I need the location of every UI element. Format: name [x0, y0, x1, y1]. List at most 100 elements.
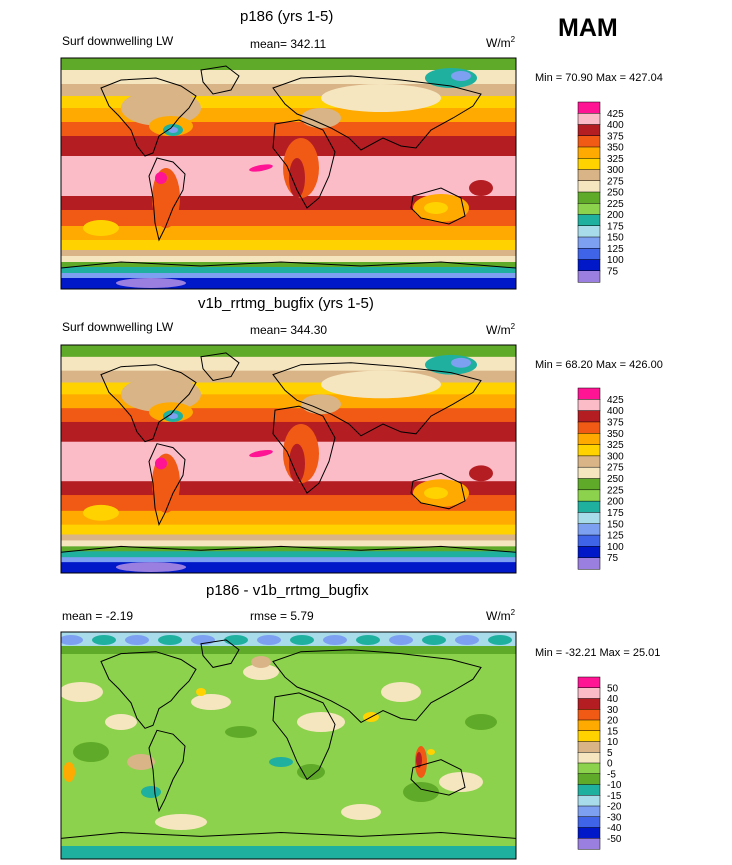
field-patch — [92, 635, 116, 645]
field-patch — [63, 762, 75, 782]
colorbar-box — [577, 146, 601, 159]
lat-band — [61, 524, 516, 536]
lat-band — [61, 356, 516, 372]
field-patch — [73, 742, 109, 762]
field-patch — [168, 127, 178, 133]
panel-2-mean: mean= 344.30 — [250, 323, 328, 337]
coastline — [272, 692, 336, 781]
map-frame — [60, 57, 517, 290]
field-patch — [155, 457, 167, 470]
colorbar-tick-label: 250 — [607, 474, 624, 485]
field-patch — [381, 682, 421, 702]
field-patch — [257, 635, 281, 645]
coastline — [148, 157, 186, 242]
field-patch — [424, 202, 448, 214]
panel-2-units: W/m2 — [486, 322, 516, 337]
colorbar-tick-label: -15 — [607, 791, 622, 802]
colorbar-tick-label: 300 — [607, 165, 624, 176]
colorbar-tick-label: 75 — [607, 553, 619, 564]
lat-band — [61, 256, 516, 263]
coastline — [272, 649, 482, 724]
colorbar-tick-label: 250 — [607, 188, 624, 199]
colorbar-box — [577, 191, 601, 204]
colorbar-box — [577, 124, 601, 137]
field-max — [249, 164, 273, 172]
lat-band — [61, 262, 516, 268]
lat-band — [61, 546, 516, 552]
lat-band — [61, 510, 516, 526]
field-patch — [105, 714, 137, 730]
field-patch — [488, 635, 512, 645]
colorbar-box — [577, 752, 601, 764]
colorbar-box — [577, 500, 601, 513]
colorbar-box — [577, 259, 601, 272]
coastline — [100, 77, 197, 157]
field-patch — [141, 786, 161, 798]
coastline — [200, 352, 240, 382]
lat-band — [61, 551, 516, 558]
colorbar-box — [577, 466, 601, 480]
colorbar-tick-label: 150 — [607, 519, 624, 530]
colorbar-box — [577, 698, 601, 710]
colorbar-tick-label: -20 — [607, 802, 622, 813]
colorbar-box — [577, 489, 601, 502]
coastline — [410, 187, 466, 225]
colorbar-tick-label: 50 — [607, 683, 619, 694]
field-patch — [196, 688, 206, 696]
colorbar-tick-label: 275 — [607, 463, 624, 474]
panel-2-minmax: Min = 68.20 Max = 426.00 — [535, 359, 663, 371]
colorbar-tick-label: 175 — [607, 221, 624, 232]
colorbar-box — [577, 827, 601, 839]
colorbar-box — [577, 838, 601, 850]
coastline — [410, 472, 466, 510]
coastline — [272, 75, 482, 151]
field-patch — [116, 562, 186, 573]
colorbar-tick-label: 425 — [607, 395, 624, 406]
field-patch — [83, 220, 119, 236]
colorbar-box — [577, 236, 601, 249]
colorbar-box — [577, 387, 601, 400]
colorbar-tick-label: 10 — [607, 737, 619, 748]
panel-1-units: W/m2 — [486, 35, 516, 50]
colorbar-box — [577, 741, 601, 753]
field-patch — [422, 635, 446, 645]
colorbar-box — [577, 421, 601, 434]
panel-1-mean: mean= 342.11 — [250, 37, 327, 51]
colorbar-tick-label: 30 — [607, 705, 619, 716]
colorbar-box — [577, 676, 601, 689]
colorbar-box — [577, 709, 601, 721]
colorbar-tick-label: 125 — [607, 244, 624, 255]
field-patch — [125, 635, 149, 645]
panel-3-title: p186 - v1b_rrtmg_bugfix — [206, 582, 369, 599]
colorbar-tick-label: 20 — [607, 716, 619, 727]
colorbar-box — [577, 169, 601, 182]
colorbar-tick-label: 300 — [607, 451, 624, 462]
field-patch — [290, 635, 314, 645]
colorbar-box — [577, 433, 601, 446]
lat-band — [61, 250, 516, 257]
field-patch — [451, 357, 471, 368]
panel-1-title: p186 (yrs 1-5) — [240, 8, 334, 25]
field-patch — [121, 376, 201, 413]
lat-band — [61, 562, 516, 573]
field-patch — [455, 635, 479, 645]
colorbar-tick-label: -40 — [607, 823, 622, 834]
colorbar-box — [577, 719, 601, 732]
field-patch — [341, 804, 381, 820]
field-patch — [225, 726, 257, 738]
field-patch — [297, 764, 325, 780]
field-patch — [301, 394, 341, 415]
coastline — [200, 639, 240, 668]
field-patch — [121, 90, 201, 126]
colorbar-tick-label: 325 — [607, 154, 624, 165]
colorbar-box — [577, 399, 601, 412]
field-patch — [297, 712, 345, 732]
colorbar-tick-label: 375 — [607, 131, 624, 142]
field-patch — [269, 757, 293, 767]
colorbar-1: 4254003753503253002752502252001751501251… — [577, 101, 624, 283]
lat-band — [61, 540, 516, 547]
colorbar-box — [577, 805, 601, 818]
coastline — [272, 119, 336, 209]
lat-band — [61, 408, 516, 423]
